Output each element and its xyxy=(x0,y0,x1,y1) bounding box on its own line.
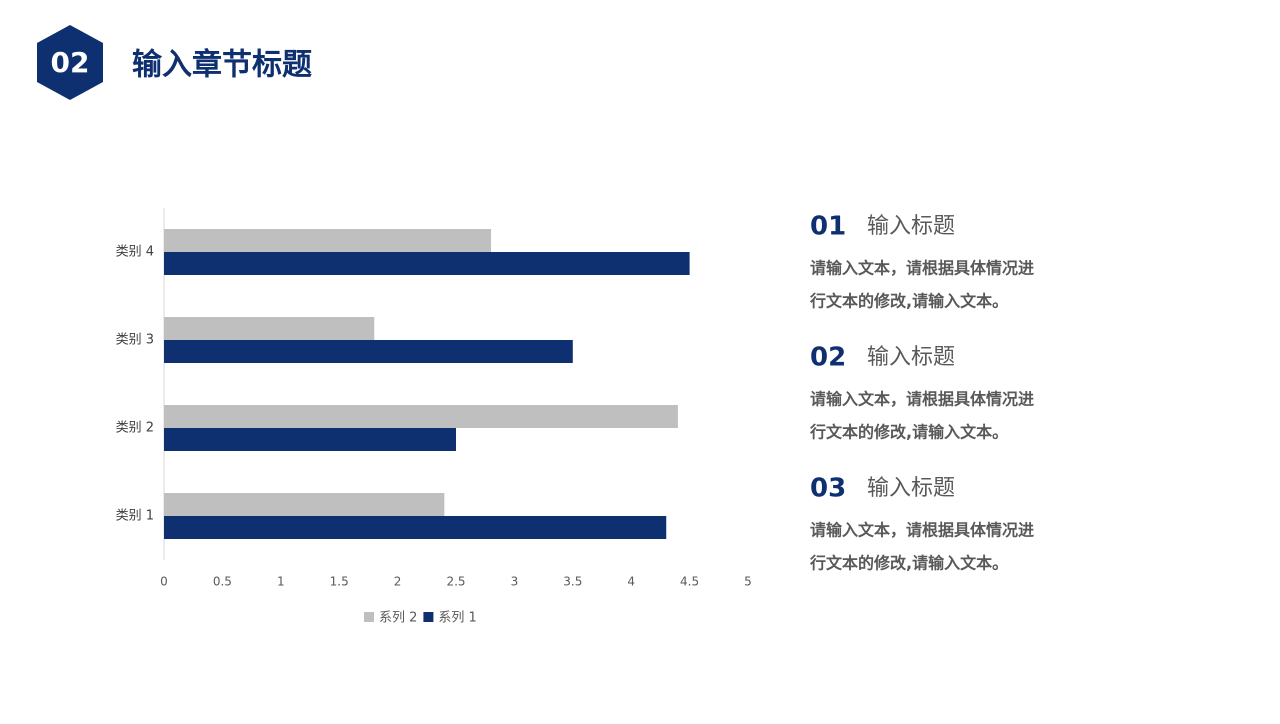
item-title: 输入标题 xyxy=(867,476,955,501)
item-text: 行文本的修改,请输入文本。 xyxy=(809,423,1008,442)
x-tick-label: 2 xyxy=(394,575,402,589)
item-number: 01 xyxy=(810,212,846,242)
item-title: 输入标题 xyxy=(867,345,955,370)
item-text: 请输入文本，请根据具体情况进 xyxy=(810,521,1034,540)
section-title: 输入章节标题 xyxy=(132,48,312,83)
x-tick-label: 2.5 xyxy=(446,575,465,589)
bar xyxy=(164,340,573,363)
x-tick-label: 0.5 xyxy=(213,575,232,589)
y-tick-label: 类别 4 xyxy=(116,245,154,260)
legend-swatch xyxy=(423,612,434,622)
x-tick-label: 5 xyxy=(744,575,752,589)
bar xyxy=(164,428,456,451)
legend-label: 系列 1 xyxy=(438,611,476,626)
x-tick-label: 3.5 xyxy=(563,575,582,589)
item-number: 02 xyxy=(810,343,846,373)
item-text: 请输入文本，请根据具体情况进 xyxy=(810,259,1034,278)
item-text: 行文本的修改,请输入文本。 xyxy=(809,292,1008,311)
hexagon-badge xyxy=(37,25,103,100)
item-text: 行文本的修改,请输入文本。 xyxy=(809,554,1008,573)
section-number: 02 xyxy=(51,46,90,79)
x-tick-label: 0 xyxy=(160,575,168,589)
legend-label: 系列 2 xyxy=(379,611,417,626)
bar xyxy=(164,405,678,428)
legend-swatch xyxy=(364,612,374,622)
y-tick-label: 类别 3 xyxy=(116,333,154,348)
x-tick-label: 1 xyxy=(277,575,285,589)
x-tick-label: 4 xyxy=(627,575,635,589)
y-tick-label: 类别 1 xyxy=(116,509,154,524)
bar xyxy=(164,252,690,275)
item-number: 03 xyxy=(810,474,846,504)
x-tick-label: 4.5 xyxy=(680,575,699,589)
bar xyxy=(164,229,492,252)
item-text: 请输入文本，请根据具体情况进 xyxy=(810,390,1034,409)
bar xyxy=(164,493,445,516)
item-title: 输入标题 xyxy=(867,214,955,239)
bar xyxy=(164,317,375,340)
y-tick-label: 类别 2 xyxy=(116,421,154,436)
x-tick-label: 1.5 xyxy=(330,575,349,589)
bar xyxy=(164,516,667,539)
x-tick-label: 3 xyxy=(511,575,519,589)
